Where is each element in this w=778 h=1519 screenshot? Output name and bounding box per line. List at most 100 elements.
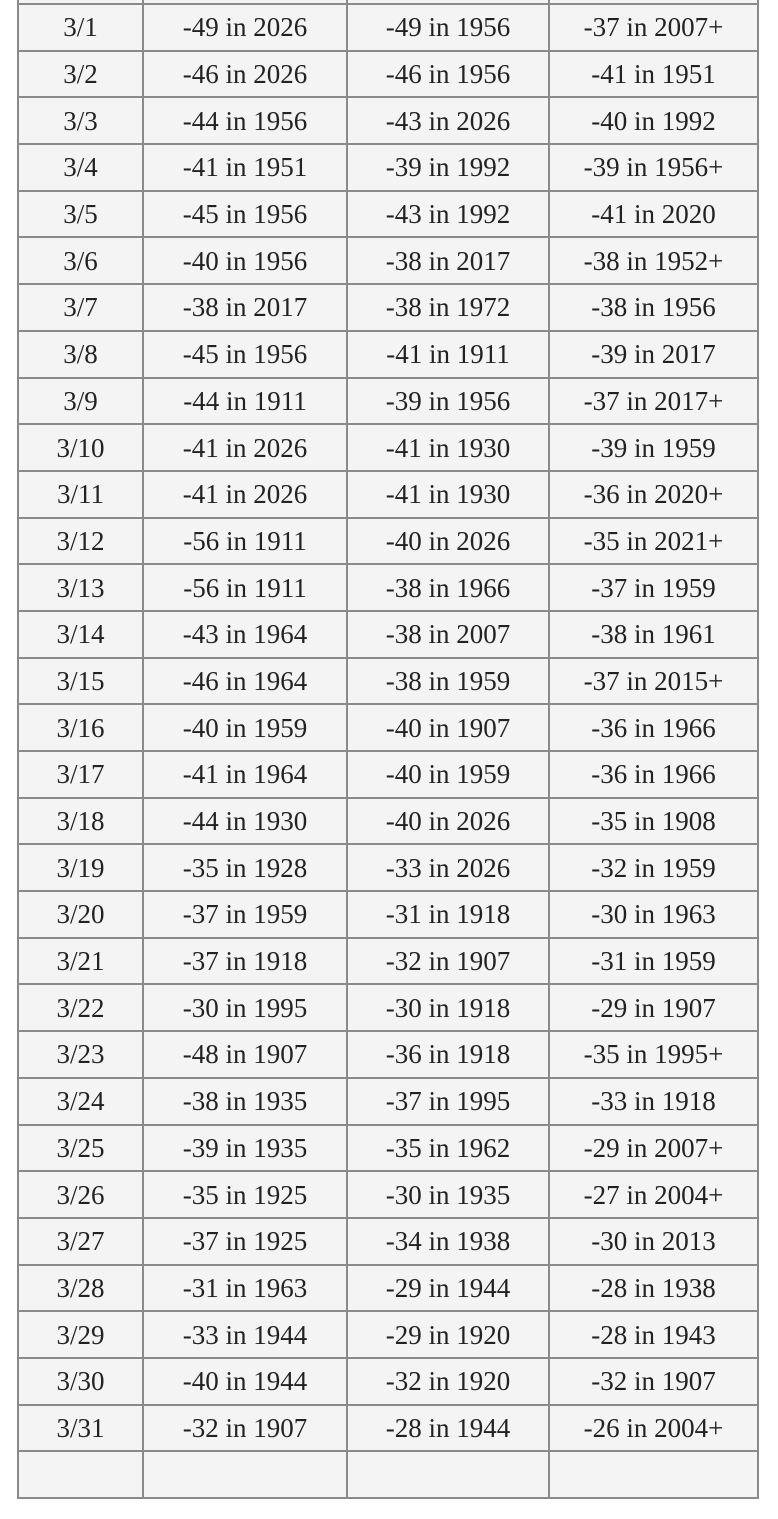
table-row: 3/22 -30 in 1995 -30 in 1918 -29 in 1907 <box>17 983 759 1033</box>
partial-row <box>17 0 759 5</box>
table-row: 3/12 -56 in 1911 -40 in 2026 -35 in 2021+ <box>17 516 759 566</box>
record-3-cell: -35 in 1995+ <box>548 1030 759 1079</box>
table-row: 3/6 -40 in 1956 -38 in 2017 -38 in 1952+ <box>17 236 759 286</box>
date-cell: 3/27 <box>17 1216 144 1266</box>
table-row: 3/19 -35 in 1928 -33 in 2026 -32 in 1959 <box>17 843 759 893</box>
table-row: 3/21 -37 in 1918 -32 in 1907 -31 in 1959 <box>17 936 759 986</box>
date-cell: 3/19 <box>17 843 144 893</box>
table-row: 3/5 -45 in 1956 -43 in 1992 -41 in 2020 <box>17 189 759 239</box>
record-3-cell: -37 in 2007+ <box>548 3 759 52</box>
record-3-cell: -28 in 1943 <box>548 1310 759 1359</box>
table-row: 3/29 -33 in 1944 -29 in 1920 -28 in 1943 <box>17 1310 759 1359</box>
record-3-cell: -38 in 1952+ <box>548 236 759 286</box>
record-1-cell: -41 in 2026 <box>142 469 348 519</box>
date-cell: 3/11 <box>17 469 144 519</box>
record-3-cell: -36 in 1966 <box>548 703 759 752</box>
table-row: 3/25 -39 in 1935 -35 in 1962 -29 in 2007+ <box>17 1123 759 1173</box>
table-row: 3/1 -49 in 2026 -49 in 1956 -37 in 2007+ <box>17 3 759 52</box>
record-2-cell: -40 in 2026 <box>346 516 550 566</box>
table-row: 3/14 -43 in 1964 -38 in 2007 -38 in 1961 <box>17 609 759 659</box>
record-3-cell: -39 in 1956+ <box>548 143 759 192</box>
record-2-cell: -29 in 1944 <box>346 1263 550 1313</box>
date-cell <box>17 0 144 5</box>
record-2-cell: -38 in 1972 <box>346 283 550 332</box>
date-cell: 3/3 <box>17 96 144 146</box>
date-cell: 3/13 <box>17 563 144 612</box>
record-1-cell: -37 in 1925 <box>142 1216 348 1266</box>
record-1-cell: -56 in 1911 <box>142 563 348 612</box>
record-1-cell: -40 in 1944 <box>142 1356 348 1406</box>
date-cell: 3/23 <box>17 1030 144 1079</box>
record-1-cell: -35 in 1928 <box>142 843 348 893</box>
record-2-cell: -35 in 1962 <box>346 1123 550 1173</box>
record-2-cell: -38 in 1959 <box>346 656 550 706</box>
record-3-cell: -30 in 1963 <box>548 890 759 939</box>
record-2-cell: -38 in 2007 <box>346 609 550 659</box>
table-row: 3/2 -46 in 2026 -46 in 1956 -41 in 1951 <box>17 49 759 99</box>
record-2-cell: -40 in 1907 <box>346 703 550 752</box>
date-cell: 3/4 <box>17 143 144 192</box>
date-cell: 3/26 <box>17 1170 144 1219</box>
record-2-cell: -37 in 1995 <box>346 1076 550 1126</box>
record-2-cell: -30 in 1935 <box>346 1170 550 1219</box>
record-2-cell: -29 in 1920 <box>346 1310 550 1359</box>
date-cell: 3/12 <box>17 516 144 566</box>
record-2-cell: -49 in 1956 <box>346 3 550 52</box>
record-1-cell: -46 in 1964 <box>142 656 348 706</box>
date-cell: 3/6 <box>17 236 144 286</box>
table-row: 3/17 -41 in 1964 -40 in 1959 -36 in 1966 <box>17 750 759 799</box>
record-1-cell: -41 in 1964 <box>142 750 348 799</box>
record-3-cell: -32 in 1959 <box>548 843 759 893</box>
table-row: 3/23 -48 in 1907 -36 in 1918 -35 in 1995+ <box>17 1030 759 1079</box>
record-1-cell: -37 in 1959 <box>142 890 348 939</box>
record-2-cell: -32 in 1907 <box>346 936 550 986</box>
record-2-cell: -41 in 1930 <box>346 469 550 519</box>
table-row: 3/31 -32 in 1907 -28 in 1944 -26 in 2004+ <box>17 1403 759 1453</box>
table-row: 3/4 -41 in 1951 -39 in 1992 -39 in 1956+ <box>17 143 759 192</box>
record-1-cell: -43 in 1964 <box>142 609 348 659</box>
table-row: 3/10 -41 in 2026 -41 in 1930 -39 in 1959 <box>17 423 759 472</box>
table-row: 3/13 -56 in 1911 -38 in 1966 -37 in 1959 <box>17 563 759 612</box>
record-1-cell: -39 in 1935 <box>142 1123 348 1173</box>
record-3-cell: -32 in 1907 <box>548 1356 759 1406</box>
record-3-cell: -36 in 2020+ <box>548 469 759 519</box>
record-2-cell: -40 in 2026 <box>346 796 550 846</box>
table-row: 3/9 -44 in 1911 -39 in 1956 -37 in 2017+ <box>17 376 759 426</box>
record-2-cell <box>346 1450 550 1499</box>
date-cell: 3/31 <box>17 1403 144 1453</box>
records-table: 3/1 -49 in 2026 -49 in 1956 -37 in 2007+ 3/2… <box>17 0 759 1499</box>
date-cell: 3/29 <box>17 1310 144 1359</box>
record-3-cell: -39 in 1959 <box>548 423 759 472</box>
record-1-cell: -49 in 2026 <box>142 3 348 52</box>
record-1-cell: -44 in 1930 <box>142 796 348 846</box>
record-1-cell: -44 in 1956 <box>142 96 348 146</box>
record-1-cell: -32 in 1907 <box>142 1403 348 1453</box>
table-row: 3/24 -38 in 1935 -37 in 1995 -33 in 1918 <box>17 1076 759 1126</box>
date-cell: 3/18 <box>17 796 144 846</box>
partial-row <box>17 1450 759 1499</box>
date-cell: 3/16 <box>17 703 144 752</box>
record-3-cell: -37 in 2015+ <box>548 656 759 706</box>
record-1-cell: -38 in 2017 <box>142 283 348 332</box>
date-cell: 3/14 <box>17 609 144 659</box>
record-3-cell: -27 in 2004+ <box>548 1170 759 1219</box>
record-2-cell: -38 in 1966 <box>346 563 550 612</box>
date-cell: 3/24 <box>17 1076 144 1126</box>
table-row: 3/8 -45 in 1956 -41 in 1911 -39 in 2017 <box>17 329 759 379</box>
record-2-cell: -33 in 2026 <box>346 843 550 893</box>
date-cell: 3/2 <box>17 49 144 99</box>
table-row: 3/3 -44 in 1956 -43 in 2026 -40 in 1992 <box>17 96 759 146</box>
record-1-cell: -41 in 2026 <box>142 423 348 472</box>
date-cell: 3/17 <box>17 750 144 799</box>
record-2-cell: -39 in 1956 <box>346 376 550 426</box>
record-1-cell: -37 in 1918 <box>142 936 348 986</box>
record-2-cell: -28 in 1944 <box>346 1403 550 1453</box>
date-cell: 3/8 <box>17 329 144 379</box>
date-cell: 3/5 <box>17 189 144 239</box>
record-2-cell: -41 in 1930 <box>346 423 550 472</box>
record-1-cell: -40 in 1959 <box>142 703 348 752</box>
date-cell: 3/28 <box>17 1263 144 1313</box>
table-row: 3/30 -40 in 1944 -32 in 1920 -32 in 1907 <box>17 1356 759 1406</box>
record-3-cell: -38 in 1961 <box>548 609 759 659</box>
record-3-cell: -41 in 2020 <box>548 189 759 239</box>
